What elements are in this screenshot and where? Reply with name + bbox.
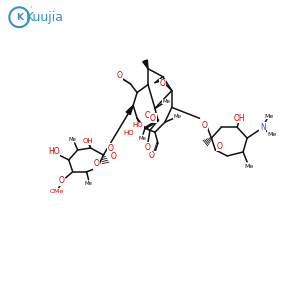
Text: OH: OH <box>82 138 93 144</box>
Text: O: O <box>116 71 122 80</box>
Text: OH: OH <box>233 114 245 123</box>
Text: Me: Me <box>267 132 277 136</box>
Text: O: O <box>110 152 116 161</box>
Polygon shape <box>143 60 148 69</box>
Text: O: O <box>202 121 207 130</box>
Text: OMe: OMe <box>50 189 64 194</box>
Text: O: O <box>94 160 99 169</box>
Text: O: O <box>145 111 151 120</box>
Text: K: K <box>16 13 23 22</box>
Text: O: O <box>216 142 222 151</box>
Text: O: O <box>150 114 156 123</box>
Text: Me: Me <box>244 164 254 169</box>
Text: Me: Me <box>264 114 274 119</box>
Text: Me: Me <box>163 99 171 104</box>
Text: O: O <box>59 176 65 185</box>
Polygon shape <box>126 105 133 115</box>
Text: O: O <box>145 142 151 152</box>
Text: Kuujia: Kuujia <box>26 11 64 24</box>
Text: O: O <box>94 159 99 168</box>
Text: °: ° <box>30 7 32 12</box>
Text: Me: Me <box>138 136 146 141</box>
Text: O: O <box>149 152 155 160</box>
Text: Me: Me <box>174 114 182 119</box>
Text: Me: Me <box>85 181 93 186</box>
Text: HO: HO <box>48 148 60 157</box>
Text: HO: HO <box>123 130 134 136</box>
Text: HO: HO <box>133 122 143 128</box>
Text: O: O <box>160 79 166 88</box>
Text: N: N <box>260 123 266 132</box>
Text: O: O <box>107 143 113 152</box>
Text: Me: Me <box>69 136 77 142</box>
